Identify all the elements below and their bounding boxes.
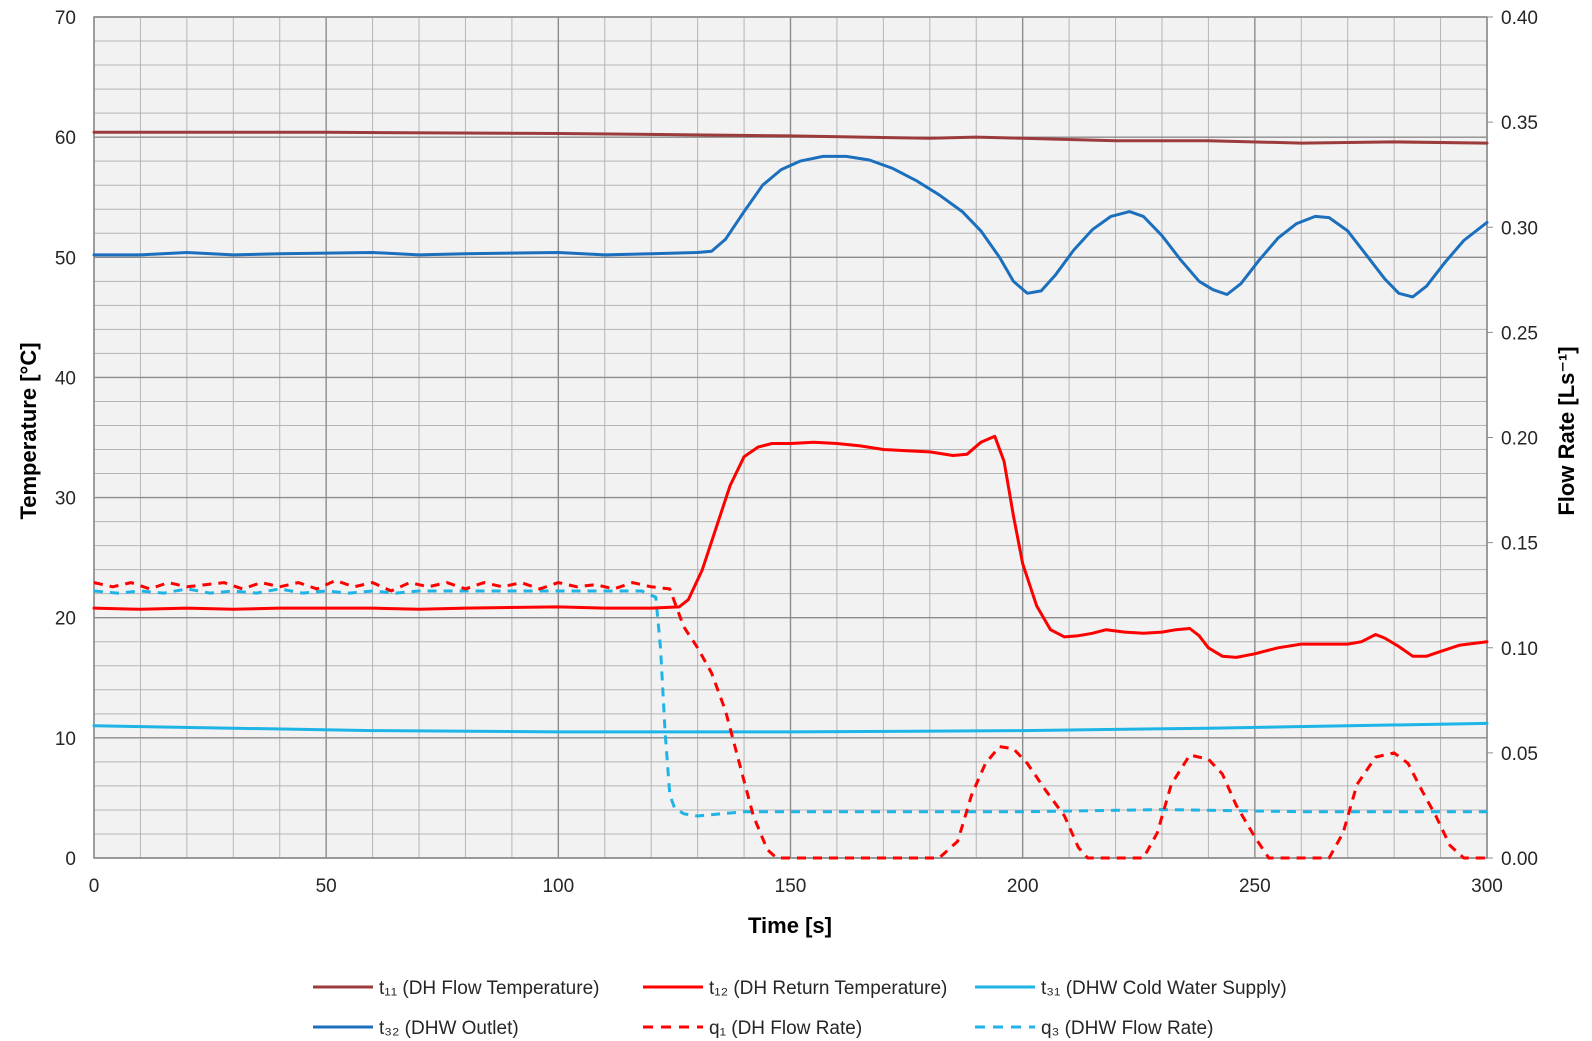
series-line-q-dhw-flow-rate	[93, 587, 1487, 818]
y-right-tick-label: 0.00	[1501, 849, 1538, 870]
legend-item: q₃ (DHW Flow Rate)	[975, 1018, 1213, 1039]
y-left-tick-label: 50	[55, 248, 76, 269]
y-right-tick-label: 0.10	[1501, 639, 1538, 660]
y-left-tick-label: 60	[55, 128, 76, 149]
legend-item: q₁ (DH Flow Rate)	[643, 1018, 862, 1039]
legend: t₁₁ (DH Flow Temperature) t₁₂ (DH Return …	[313, 978, 1287, 1039]
x-tick-label: 0	[89, 876, 100, 897]
x-tick-label: 150	[775, 876, 807, 897]
series-line-t-dh-flow-temperature	[92, 130, 1489, 145]
y-right-tick-label: 0.15	[1501, 534, 1538, 555]
x-tick-label: 300	[1471, 876, 1503, 897]
y-left-tick-label: 70	[55, 8, 76, 29]
legend-label: t₁₂ (DH Return Temperature)	[709, 978, 947, 999]
y-right-tick-label: 0.25	[1501, 323, 1538, 344]
x-tick-label: 50	[316, 876, 337, 897]
y-right-tick-label: 0.40	[1501, 8, 1538, 29]
legend-item: t₃₂ (DHW Outlet)	[313, 1018, 519, 1039]
y-left-tick-label: 40	[55, 368, 76, 389]
x-axis-title: Time [s]	[748, 913, 832, 938]
legend-item: t₃₁ (DHW Cold Water Supply)	[975, 978, 1287, 999]
y-right-tick-label: 0.20	[1501, 429, 1538, 450]
y-right-tick-label: 0.35	[1501, 113, 1538, 134]
series-line-t-dh-return-temperature	[92, 434, 1489, 659]
y-left-tick-label: 20	[55, 609, 76, 630]
x-tick-label: 250	[1239, 876, 1271, 897]
x-tick-label: 200	[1007, 876, 1039, 897]
y-left-tick-label: 0	[65, 849, 76, 870]
x-axis-ticks: 0 50 100 150 200 250 300	[89, 876, 1503, 897]
series-line-t-dhw-outlet	[92, 154, 1489, 299]
legend-label: t₃₁ (DHW Cold Water Supply)	[1041, 978, 1287, 999]
y-left-tick-label: 10	[55, 729, 76, 750]
legend-label: q₁ (DH Flow Rate)	[709, 1018, 862, 1039]
y-left-axis-ticks: 0 10 20 30 40 50 60 70	[55, 8, 76, 870]
y-right-axis-ticks: 0.00 0.05 0.10 0.15 0.20 0.25 0.30 0.35 0.40	[1487, 8, 1538, 870]
y-right-tick-label: 0.05	[1501, 744, 1538, 765]
legend-label: q₃ (DHW Flow Rate)	[1041, 1018, 1213, 1039]
legend-item: t₁₂ (DH Return Temperature)	[643, 978, 947, 999]
legend-label: t₁₁ (DH Flow Temperature)	[379, 978, 599, 999]
legend-label: t₃₂ (DHW Outlet)	[379, 1018, 519, 1039]
y-left-axis-title: Temperature [°C]	[16, 342, 41, 519]
series-line-t-dhw-cold-water-supply	[92, 721, 1489, 734]
legend-item: t₁₁ (DH Flow Temperature)	[313, 978, 599, 999]
x-tick-label: 100	[542, 876, 574, 897]
series-layer	[92, 130, 1489, 860]
y-right-axis-title: Flow Rate [Ls⁻¹]	[1554, 346, 1579, 515]
y-left-tick-label: 30	[55, 489, 76, 510]
y-right-tick-label: 0.30	[1501, 218, 1538, 239]
